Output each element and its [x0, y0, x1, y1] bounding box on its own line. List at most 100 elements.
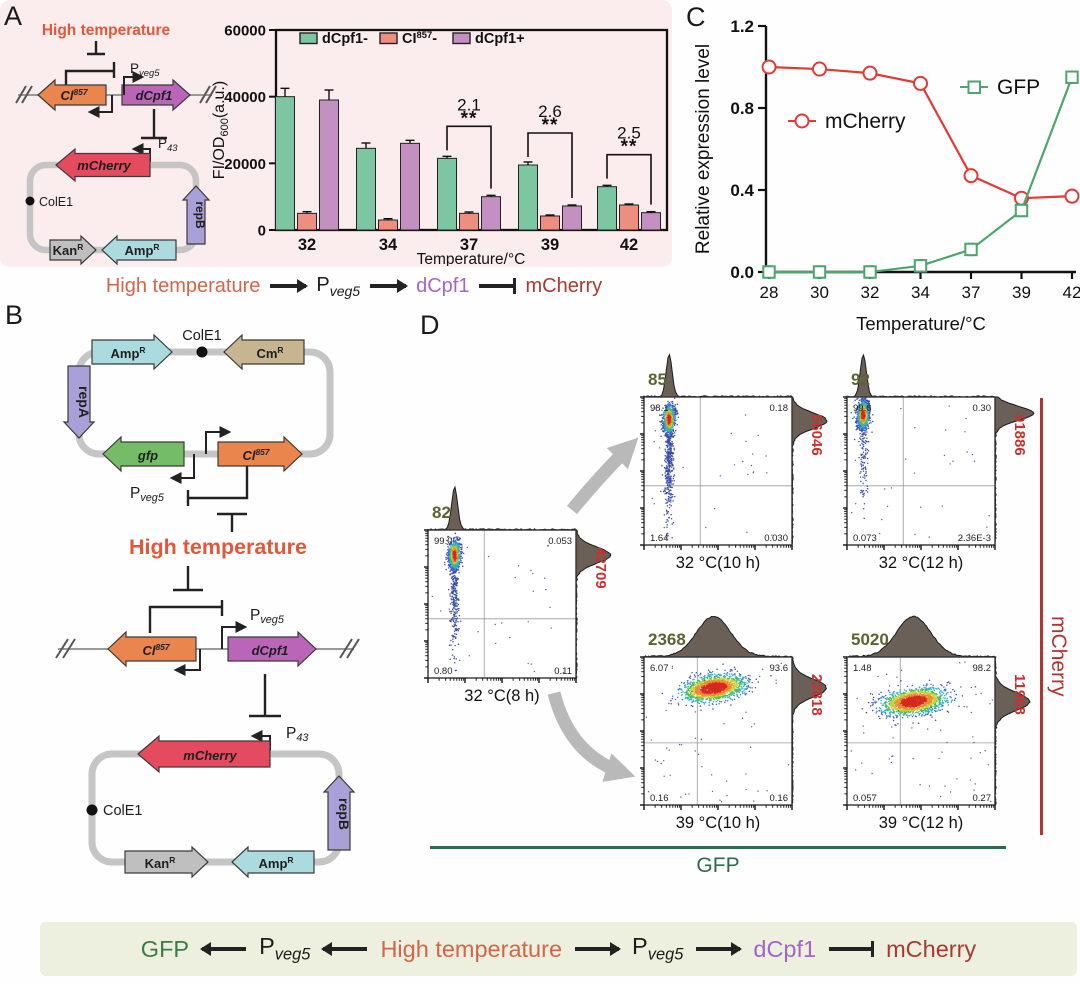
pveg5-promoter-arrow	[221, 621, 248, 649]
svg-text:42: 42	[620, 236, 638, 254]
svg-text:60000: 60000	[224, 23, 266, 40]
ci857-promoter-arrow	[205, 426, 232, 454]
amp-label: AmpR	[259, 855, 294, 871]
genome-break-marks	[55, 638, 360, 659]
panel-b-label: B	[5, 300, 24, 330]
repb-label: repB	[336, 798, 352, 830]
gfp-axis-line	[430, 846, 1006, 849]
svg-text:0.30: 0.30	[973, 403, 992, 414]
cm-gene-arrow	[223, 333, 305, 371]
svg-text:0.80: 0.80	[434, 666, 453, 677]
amp-gene-arrow	[101, 234, 177, 266]
banner-mcherry: mCherry	[886, 935, 977, 962]
svg-text:0.053: 0.053	[548, 536, 572, 547]
left-arrow-icon	[321, 941, 368, 958]
ci857-promoter-arrow	[87, 95, 113, 118]
svg-text:39: 39	[1012, 283, 1031, 302]
banner-pveg5-left: Pveg5	[259, 933, 311, 964]
svg-text:99.0: 99.0	[434, 536, 453, 547]
gfp-axis-label: GFP	[696, 854, 740, 877]
inhibition-tbar-icon	[479, 276, 517, 296]
svg-text:39: 39	[541, 236, 559, 254]
kan-label: KanR	[145, 855, 176, 871]
inhibition-tbar	[87, 41, 105, 56]
banner-pveg5-right: Pveg5	[632, 933, 684, 964]
repb-gene-arrow	[181, 185, 211, 245]
svg-text:32: 32	[298, 236, 316, 254]
svg-text:**: **	[621, 137, 638, 158]
svg-text:0.030: 0.030	[764, 533, 788, 544]
svg-text:0: 0	[258, 223, 266, 240]
cole1-label: ColE1	[182, 328, 222, 344]
svg-text:85: 85	[648, 370, 667, 389]
repa-gene-arrow	[62, 365, 96, 439]
panel-c-label: C	[686, 2, 706, 32]
svg-text:0.4: 0.4	[730, 181, 754, 200]
svg-text:**: **	[461, 108, 478, 129]
scheme-mcherry: mCherry	[525, 274, 603, 297]
svg-text:**: **	[542, 115, 559, 136]
svg-text:CI857-: CI857-	[402, 29, 437, 47]
svg-text:dCpf1+: dCpf1+	[475, 31, 525, 47]
panel-b-diagram: AmpR ColE1 CmR repA gfp Cl857 Pveg5 High…	[55, 328, 360, 879]
panel-a-scheme: High temperature Pveg5 dCpf1 mCherry	[48, 268, 660, 304]
p43-label: P43	[158, 136, 178, 154]
cole1-label: ColE1	[103, 803, 143, 819]
amp-label: AmpR	[111, 345, 146, 361]
svg-text:32 °C(8 h): 32 °C(8 h)	[464, 687, 539, 705]
scheme-high-temperature: High temperature	[105, 274, 261, 297]
svg-text:1.64: 1.64	[650, 533, 669, 544]
summary-banner: GFP Pveg5 High temperature Pveg5 dCpf1 m…	[40, 922, 1077, 976]
svg-text:0.0: 0.0	[730, 263, 754, 282]
svg-text:34: 34	[379, 236, 398, 254]
amp-gene-arrow	[91, 333, 173, 371]
gfp-gene-arrow	[102, 435, 185, 473]
amp-label: AmpR	[125, 242, 160, 258]
ci857-gene-arrow	[217, 435, 303, 473]
mcherry-gene-label: mCherry	[77, 158, 131, 173]
svg-text:1.2: 1.2	[730, 17, 754, 36]
svg-text:42709: 42709	[592, 547, 609, 589]
svg-text:32 °C(12 h): 32 °C(12 h)	[879, 554, 964, 572]
repb-gene-arrow	[322, 775, 356, 851]
panel-c-line-chart: 0.0 0.4 0.8 1.2 28 30 32 34 37 39 42 Temperature/°C…	[693, 17, 1080, 334]
inhibition-tbar-up	[217, 512, 247, 532]
svg-text:32 °C(10 h): 32 °C(10 h)	[676, 554, 761, 572]
dcpf1-gene-arrow	[121, 78, 191, 112]
curved-arrow-down-icon	[547, 691, 636, 782]
repression-line	[64, 62, 116, 85]
svg-text:0.18: 0.18	[770, 403, 789, 414]
dcpf1-gene-label: dCpf1	[136, 88, 173, 103]
svg-text:56046: 56046	[808, 414, 825, 456]
high-temperature-text: High temperature	[129, 535, 307, 559]
svg-text:40000: 40000	[224, 89, 266, 106]
svg-text:92: 92	[851, 370, 870, 389]
svg-text:dCpf1-: dCpf1-	[322, 31, 368, 47]
mcherry-gene-arrow	[137, 734, 271, 774]
svg-text:99.6: 99.6	[853, 403, 872, 414]
repa-label: repA	[76, 386, 92, 418]
svg-text:0.11: 0.11	[554, 666, 572, 677]
pveg5-label: Pveg5	[130, 61, 160, 79]
gfp-promoter-arrow	[169, 454, 195, 484]
svg-text:0.8: 0.8	[730, 99, 754, 118]
right-arrow-icon	[370, 278, 409, 295]
genome-repression-line	[148, 600, 224, 633]
repression-line	[186, 466, 249, 506]
banner-high-temperature: High temperature	[380, 935, 563, 962]
banner-gfp: GFP	[140, 935, 190, 962]
cole1-origin-dot	[196, 346, 208, 358]
svg-text:mCherry: mCherry	[825, 110, 906, 133]
pveg5-label: Pveg5	[250, 607, 285, 626]
scheme-pveg5: Pveg5	[316, 273, 361, 299]
flow-plot-39c-12h: 5020 11968 1.48 98.2 0.057 0.27 39 °C(12 h)	[842, 612, 1048, 845]
mcherry-axis-label: mCherry	[1047, 616, 1070, 697]
mcherry-axis-line	[1040, 398, 1043, 835]
svg-text:37: 37	[460, 236, 478, 254]
svg-text:2.6: 2.6	[538, 102, 562, 121]
svg-text:2.5: 2.5	[617, 124, 641, 143]
svg-text:20000: 20000	[224, 156, 266, 173]
inhibition-tbar-down	[173, 566, 203, 592]
scheme-dcpf1: dCpf1	[416, 274, 470, 297]
